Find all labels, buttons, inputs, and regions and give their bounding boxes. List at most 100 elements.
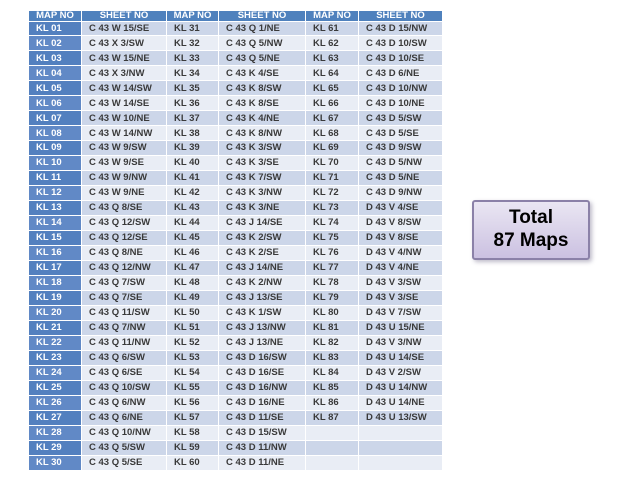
- map-no-cell: KL 41: [166, 170, 219, 187]
- map-no-cell: KL 25: [28, 379, 82, 396]
- map-no-cell: KL 26: [28, 394, 82, 411]
- map-no-cell: [305, 424, 359, 441]
- map-no-cell: KL 43: [166, 200, 219, 217]
- sheet-no-cell: C 43 D 10/SE: [358, 50, 443, 67]
- map-no-cell: KL 48: [166, 274, 219, 291]
- map-no-cell: KL 73: [305, 200, 359, 217]
- map-no-cell: KL 36: [166, 95, 219, 112]
- sheet-no-cell: C 43 D 16/SE: [218, 364, 306, 381]
- sheet-no-cell: C 43 Q 12/NW: [81, 260, 167, 276]
- sheet-no-cell: C 43 D 5/SE: [358, 125, 443, 142]
- sheet-no-cell: C 43 D 10/NW: [358, 80, 443, 97]
- map-no-cell: KL 66: [305, 95, 359, 112]
- sheet-no-cell: C 43 J 13/NE: [218, 334, 306, 351]
- table-row: KL 16 C 43 Q 8/NE KL 46 C 43 K 2/SE KL 76 D 4…: [28, 245, 443, 261]
- sheet-no-cell: C 43 Q 12/SW: [81, 215, 167, 232]
- map-no-cell: KL 13: [28, 200, 82, 217]
- map-no-cell: KL 57: [166, 409, 219, 426]
- table-row: KL 14 C 43 Q 12/SW KL 44 C 43 J 14/SE KL 74 D…: [28, 215, 443, 232]
- sheet-no-cell: C 43 D 11/NE: [218, 454, 306, 472]
- map-no-cell: KL 09: [28, 140, 82, 157]
- table-row: KL 05 C 43 W 14/SW KL 35 C 43 K 8/SW KL 65 C …: [28, 80, 443, 97]
- sheet-no-cell: C 43 W 15/SE: [81, 20, 167, 37]
- sheet-no-cell: C 43 Q 10/SW: [81, 379, 167, 396]
- map-no-cell: KL 04: [28, 65, 82, 82]
- map-no-cell: [305, 439, 359, 456]
- map-no-cell: KL 37: [166, 110, 219, 127]
- map-no-cell: KL 38: [166, 125, 219, 142]
- map-no-cell: KL 12: [28, 185, 82, 202]
- map-no-header: MAP NO: [166, 10, 219, 22]
- map-no-cell: KL 29: [28, 439, 82, 456]
- sheet-no-cell: C 43 Q 10/NW: [81, 424, 167, 441]
- map-no-cell: KL 33: [166, 50, 219, 67]
- sheet-no-cell: C 43 Q 8/SE: [81, 200, 167, 217]
- table-row: KL 28 C 43 Q 10/NW KL 58 C 43 D 15/SW: [28, 424, 443, 441]
- table-row: KL 08 C 43 W 14/NW KL 38 C 43 K 8/NW KL 68 C …: [28, 125, 443, 142]
- table-row: KL 20 C 43 Q 11/SW KL 50 C 43 K 1/SW KL 80 D …: [28, 304, 443, 321]
- map-no-cell: KL 27: [28, 409, 82, 426]
- map-no-cell: KL 17: [28, 260, 82, 276]
- sheet-no-cell: C 43 K 4/NE: [218, 110, 306, 127]
- map-no-cell: KL 51: [166, 319, 219, 336]
- sheet-no-cell: C 43 W 15/NE: [81, 50, 167, 67]
- map-no-cell: KL 01: [28, 20, 82, 37]
- sheet-no-cell: C 43 X 3/NW: [81, 65, 167, 82]
- table-row: KL 03 C 43 W 15/NE KL 33 C 43 Q 5/NE KL 63 C …: [28, 50, 443, 67]
- sheet-no-cell: D 43 V 7/SW: [358, 304, 443, 321]
- map-no-header: MAP NO: [305, 10, 359, 22]
- map-no-cell: KL 85: [305, 379, 359, 396]
- map-no-cell: KL 24: [28, 364, 82, 381]
- sheet-no-cell: D 43 U 14/NW: [358, 379, 443, 396]
- sheet-no-cell: C 43 Q 1/NE: [218, 20, 306, 37]
- sheet-no-cell: C 43 Q 5/SE: [81, 454, 167, 472]
- sheet-no-cell: C 43 K 7/SW: [218, 170, 306, 187]
- map-no-cell: KL 60: [166, 454, 219, 472]
- map-no-cell: KL 07: [28, 110, 82, 127]
- map-no-cell: KL 32: [166, 35, 219, 52]
- table-row: KL 25 C 43 Q 10/SW KL 55 C 43 D 16/NW KL 85 D…: [28, 379, 443, 396]
- map-no-cell: KL 10: [28, 155, 82, 172]
- table-row: KL 10 C 43 W 9/SE KL 40 C 43 K 3/SE KL 70 C 4…: [28, 155, 443, 172]
- table-row: KL 17 C 43 Q 12/NW KL 47 C 43 J 14/NE KL 77 D…: [28, 260, 443, 276]
- map-no-cell: KL 20: [28, 304, 82, 321]
- map-no-cell: KL 18: [28, 274, 82, 291]
- map-no-cell: KL 23: [28, 349, 82, 366]
- sheet-no-cell: C 43 Q 6/SW: [81, 349, 167, 366]
- table-row: KL 19 C 43 Q 7/SE KL 49 C 43 J 13/SE KL 79 D …: [28, 289, 443, 306]
- map-no-cell: KL 86: [305, 394, 359, 411]
- map-no-cell: KL 68: [305, 125, 359, 142]
- table-header-row: MAP NO SHEET NO MAP NO SHEET NO MAP NO SHEET …: [28, 10, 443, 22]
- table-row: KL 21 C 43 Q 7/NW KL 51 C 43 J 13/NW KL 81 D …: [28, 319, 443, 336]
- map-no-cell: KL 02: [28, 35, 82, 52]
- sheet-no-cell: D 43 V 4/NW: [358, 245, 443, 261]
- map-no-cell: KL 30: [28, 454, 82, 472]
- map-no-cell: KL 49: [166, 289, 219, 306]
- map-no-cell: KL 75: [305, 230, 359, 247]
- sheet-no-cell: C 43 W 14/NW: [81, 125, 167, 142]
- map-no-cell: KL 06: [28, 95, 82, 112]
- sheet-no-header: SHEET NO: [81, 10, 167, 22]
- total-maps-callout: Total 87 Maps: [472, 200, 590, 260]
- table-row: KL 15 C 43 Q 12/SE KL 45 C 43 K 2/SW KL 75 D …: [28, 230, 443, 247]
- sheet-no-cell: C 43 D 16/NE: [218, 394, 306, 411]
- sheet-no-cell: D 43 V 4/NE: [358, 260, 443, 276]
- map-no-cell: KL 55: [166, 379, 219, 396]
- table-row: KL 01 C 43 W 15/SE KL 31 C 43 Q 1/NE KL 61 C …: [28, 20, 443, 37]
- sheet-no-cell: C 43 D 15/SW: [218, 424, 306, 441]
- map-no-cell: KL 42: [166, 185, 219, 202]
- total-label: Total: [509, 207, 553, 229]
- sheet-no-cell: [358, 454, 443, 472]
- map-no-cell: KL 59: [166, 439, 219, 456]
- map-no-cell: KL 54: [166, 364, 219, 381]
- map-no-cell: KL 03: [28, 50, 82, 67]
- map-no-cell: KL 77: [305, 260, 359, 276]
- sheet-no-cell: C 43 Q 8/NE: [81, 245, 167, 261]
- sheet-no-cell: C 43 K 1/SW: [218, 304, 306, 321]
- map-no-cell: KL 79: [305, 289, 359, 306]
- table-row: KL 02 C 43 X 3/SW KL 32 C 43 Q 5/NW KL 62 C 4…: [28, 35, 443, 52]
- table-row: KL 04 C 43 X 3/NW KL 34 C 43 K 4/SE KL 64 C 4…: [28, 65, 443, 82]
- sheet-no-cell: D 43 V 3/SW: [358, 274, 443, 291]
- sheet-no-cell: C 43 D 15/NW: [358, 20, 443, 37]
- sheet-no-cell: C 43 Q 11/SW: [81, 304, 167, 321]
